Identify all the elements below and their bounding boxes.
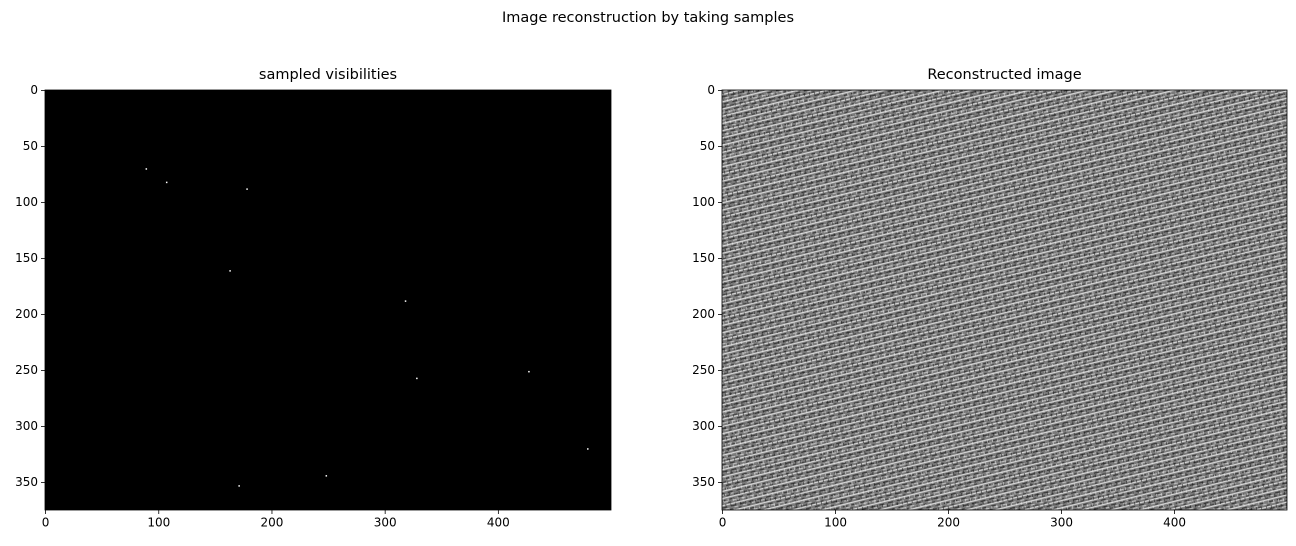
y-tick-label: 350	[15, 475, 38, 489]
axes-frame	[44, 89, 612, 511]
sample-point	[528, 370, 530, 373]
x-tick-label: 400	[1163, 516, 1186, 530]
panel: Reconstructed image 0 100 200 300 400 0 50 100 15…	[692, 67, 1288, 530]
sample-point	[325, 475, 328, 477]
sample-point	[404, 300, 407, 302]
y-tick-label: 250	[692, 363, 715, 377]
x-tick-label: 200	[261, 516, 284, 530]
sample-point	[587, 448, 589, 450]
x-tick-label: 0	[719, 516, 727, 530]
sample-point	[229, 270, 231, 272]
panel-title: sampled visibilities	[259, 67, 397, 83]
sample-point	[165, 181, 168, 184]
x-tick-label: 200	[937, 516, 960, 530]
panel-title: Reconstructed image	[927, 67, 1081, 83]
x-tick-label: 100	[147, 516, 170, 530]
x-tick-label: 0	[42, 516, 50, 530]
sample-point	[416, 377, 418, 380]
y-tick-label: 150	[692, 251, 715, 265]
sample-point	[246, 188, 248, 190]
x-tick-label: 100	[824, 516, 847, 530]
y-tick-label: 50	[700, 139, 715, 153]
y-tick-label: 150	[15, 251, 38, 265]
sample-point	[145, 168, 148, 170]
x-tick-label: 300	[374, 516, 397, 530]
y-tick-label: 200	[692, 307, 715, 321]
y-tick-label: 50	[23, 139, 38, 153]
x-tick-label: 300	[1050, 516, 1073, 530]
y-tick-label: 100	[692, 195, 715, 209]
y-tick-label: 0	[30, 83, 38, 97]
sample-point	[238, 485, 240, 487]
y-tick-label: 350	[692, 475, 715, 489]
x-tick-label: 400	[487, 516, 510, 530]
y-tick-label: 200	[15, 307, 38, 321]
y-tick-label: 100	[15, 195, 38, 209]
y-tick-label: 300	[692, 419, 715, 433]
panel: sampled visibilities 0 100 200 300 400 0 50 100 1…	[15, 67, 612, 530]
axes-frame	[721, 89, 1288, 511]
image-texture-overlay	[722, 90, 1287, 510]
y-tick-label: 0	[707, 83, 715, 97]
y-tick-label: 250	[15, 363, 38, 377]
y-tick-label: 300	[15, 419, 38, 433]
image-background	[45, 90, 611, 510]
figure-title: Image reconstruction by taking samples	[502, 10, 794, 26]
